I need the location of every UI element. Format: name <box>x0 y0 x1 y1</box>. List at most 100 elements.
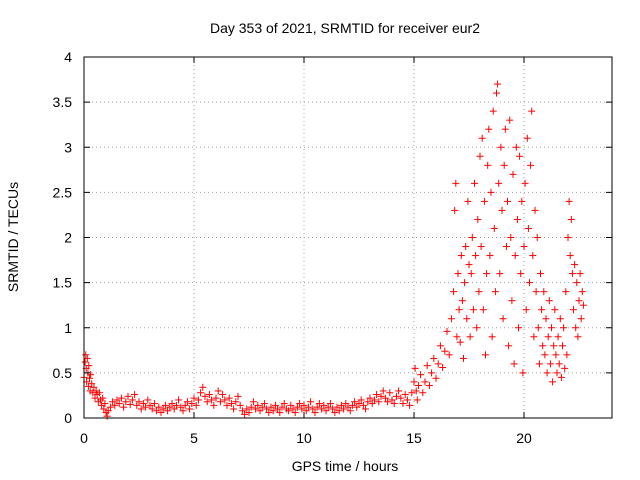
data-point <box>464 197 472 205</box>
data-point <box>203 398 211 406</box>
data-point <box>421 378 429 386</box>
data-point <box>101 400 109 408</box>
data-point <box>500 161 508 169</box>
data-point <box>115 400 123 408</box>
data-point <box>106 403 114 411</box>
data-point <box>578 288 586 296</box>
x-tick-label: 15 <box>406 430 422 446</box>
data-point <box>289 405 297 413</box>
data-point <box>263 405 271 413</box>
data-point <box>570 306 577 314</box>
data-point <box>85 362 93 370</box>
data-point <box>460 354 467 362</box>
data-point <box>245 409 253 417</box>
data-point <box>179 407 187 415</box>
data-point <box>249 398 257 406</box>
data-point <box>553 369 561 377</box>
data-point <box>432 374 440 382</box>
data-point <box>157 409 165 417</box>
data-point <box>434 360 442 368</box>
data-point <box>269 407 277 415</box>
data-point <box>124 392 132 400</box>
data-point <box>113 396 121 404</box>
data-point <box>520 243 528 251</box>
data-point <box>551 306 559 314</box>
data-point <box>490 224 498 232</box>
data-point <box>155 403 163 411</box>
data-point <box>527 161 535 169</box>
data-point <box>311 409 319 417</box>
data-point <box>559 342 566 350</box>
data-point <box>563 351 571 359</box>
data-point <box>484 161 492 169</box>
data-point <box>566 252 574 260</box>
data-point <box>111 401 119 409</box>
data-point <box>210 401 218 409</box>
data-point <box>477 243 485 251</box>
data-point <box>519 369 527 377</box>
data-point <box>267 403 275 411</box>
data-point <box>548 324 555 332</box>
data-point <box>485 125 493 133</box>
x-tick-label: 10 <box>296 430 312 446</box>
data-point <box>166 403 174 411</box>
data-point <box>131 391 139 399</box>
data-point <box>546 360 554 368</box>
data-point <box>521 179 529 187</box>
data-point <box>324 403 332 411</box>
data-point <box>337 401 345 409</box>
data-point <box>505 342 513 350</box>
data-point <box>357 396 365 404</box>
y-tick-label: 3 <box>64 139 72 155</box>
data-point <box>144 396 152 404</box>
data-point <box>265 409 273 417</box>
data-point <box>532 288 540 296</box>
data-point <box>568 270 576 278</box>
data-point <box>320 401 328 409</box>
data-point <box>549 378 557 386</box>
data-point <box>98 401 106 409</box>
data-point <box>458 297 466 305</box>
data-point <box>530 333 538 341</box>
data-point <box>238 407 246 415</box>
data-point <box>401 391 409 399</box>
data-point <box>212 394 220 402</box>
data-point <box>82 351 90 359</box>
data-point <box>456 338 464 346</box>
data-point <box>164 407 172 415</box>
data-point <box>474 215 482 223</box>
data-point <box>247 403 255 411</box>
data-point <box>181 401 189 409</box>
data-point <box>188 400 196 408</box>
data-point <box>230 405 238 413</box>
data-point <box>510 360 518 368</box>
data-point <box>577 315 585 323</box>
x-tick-label: 20 <box>516 430 532 446</box>
data-point <box>366 394 374 402</box>
data-point <box>302 407 310 415</box>
data-point <box>313 403 321 411</box>
data-point <box>177 403 185 411</box>
data-point <box>252 405 260 413</box>
data-point <box>544 333 552 341</box>
data-point <box>315 400 323 408</box>
data-point <box>562 288 570 296</box>
x-tick-label: 0 <box>80 430 88 446</box>
data-point <box>99 394 107 402</box>
data-point <box>342 400 350 408</box>
data-point <box>364 398 372 406</box>
data-point <box>175 396 183 404</box>
data-point <box>199 383 207 391</box>
data-point <box>223 401 231 409</box>
data-point <box>221 396 229 404</box>
data-point <box>430 354 438 362</box>
data-point <box>296 400 304 408</box>
data-point <box>386 389 394 397</box>
data-point <box>377 392 385 400</box>
data-point <box>499 315 507 323</box>
data-point <box>523 134 531 142</box>
data-point <box>428 369 436 377</box>
data-point <box>285 407 293 415</box>
data-point <box>128 396 136 404</box>
